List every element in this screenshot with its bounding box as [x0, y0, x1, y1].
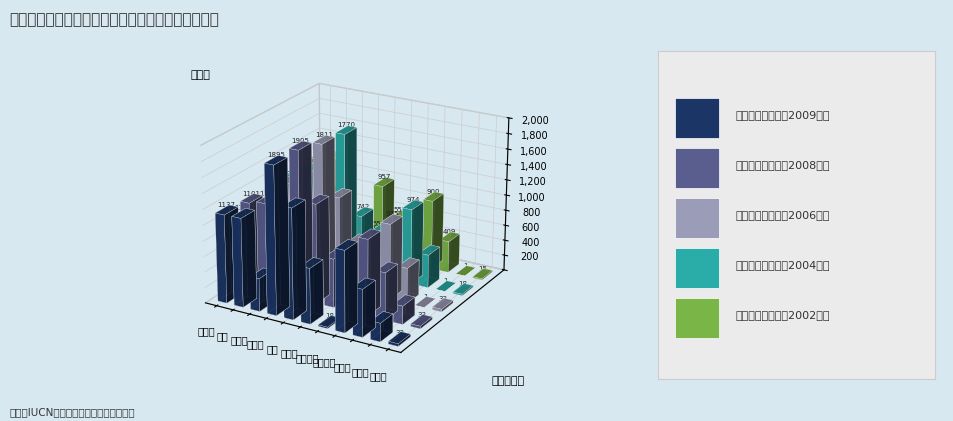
FancyBboxPatch shape: [674, 198, 719, 238]
Text: 資料：IUCNレッドリストより環境省作成: 資料：IUCNレッドリストより環境省作成: [10, 407, 135, 417]
Text: 絶滅危惧種数　ﾈ2002年）: 絶滅危惧種数 ﾈ2002年）: [735, 309, 829, 320]
Text: 分類群別にみた世界の絶滅のおそれのある動物種数: 分類群別にみた世界の絶滅のおそれのある動物種数: [10, 13, 219, 28]
Text: （分類群）: （分類群）: [491, 376, 523, 386]
Text: 絶滅危惧種数　ﾈ2006年）: 絶滅危惧種数 ﾈ2006年）: [735, 210, 829, 220]
Text: 絶滅危惧種数　ﾈ2008年）: 絶滅危惧種数 ﾈ2008年）: [735, 160, 829, 170]
FancyBboxPatch shape: [674, 248, 719, 288]
Text: 絶滅危惧種数　ﾈ2009年）: 絶滅危惧種数 ﾈ2009年）: [735, 110, 829, 120]
FancyBboxPatch shape: [674, 99, 719, 138]
FancyBboxPatch shape: [674, 298, 719, 338]
FancyBboxPatch shape: [674, 148, 719, 188]
Text: （種）: （種）: [191, 70, 211, 80]
Text: 絶滅危惧種数　ﾈ2004年）: 絶滅危惧種数 ﾈ2004年）: [735, 260, 829, 269]
